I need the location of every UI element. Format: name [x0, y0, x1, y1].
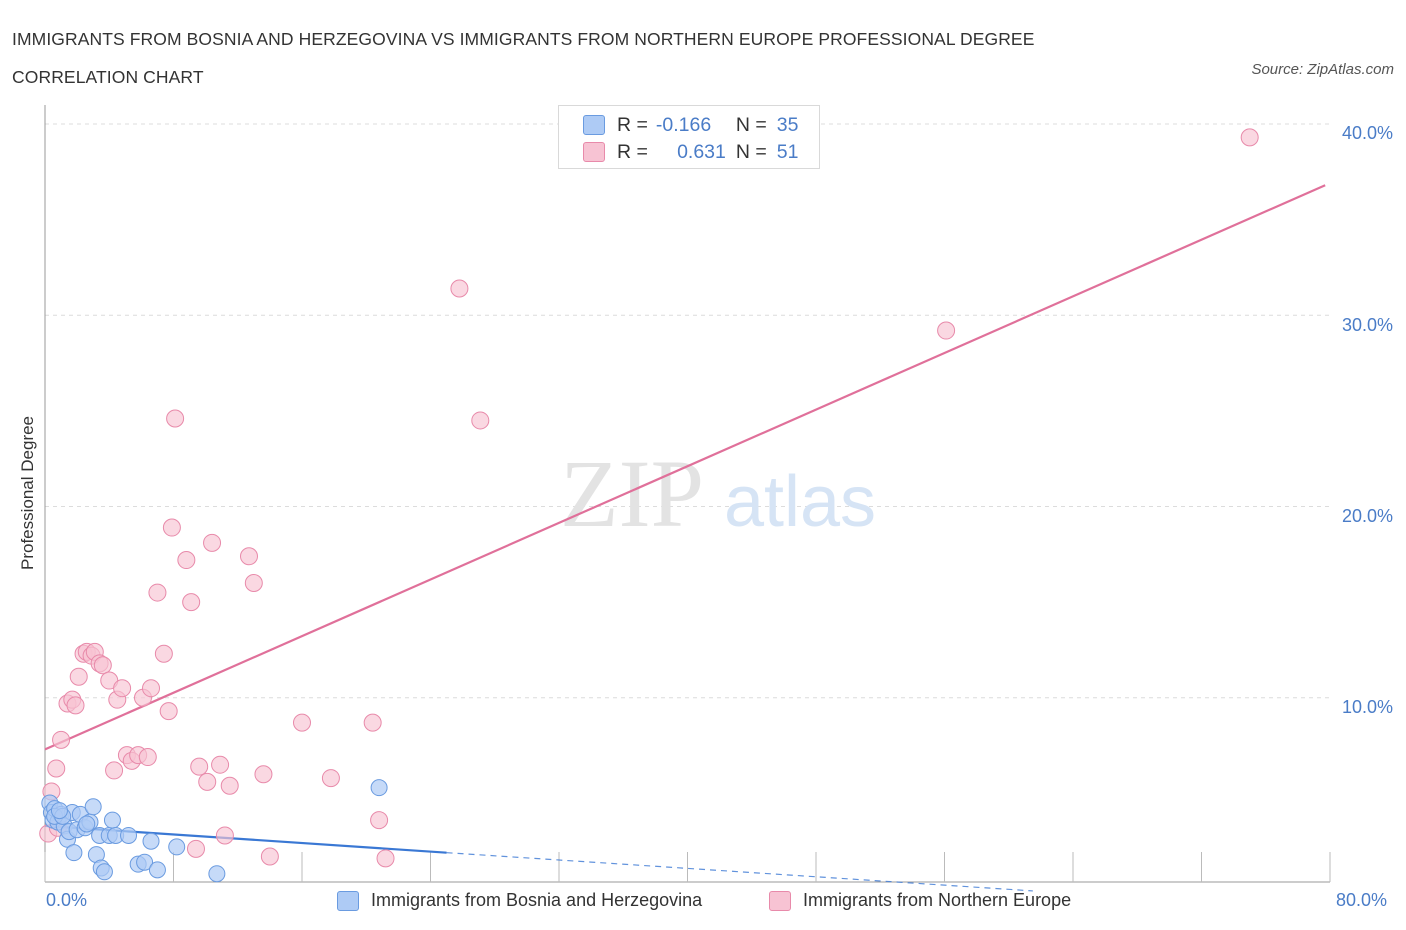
gridlines [45, 123, 1330, 699]
data-point-northern-europe [220, 776, 239, 795]
data-point-bosnia [142, 832, 160, 850]
data-point-northern-europe [142, 679, 161, 698]
data-point-northern-europe [148, 583, 167, 602]
watermark-zip: ZIP [560, 440, 704, 547]
data-point-northern-europe [166, 409, 185, 428]
data-point-bosnia [65, 844, 83, 862]
data-point-northern-europe [215, 826, 234, 845]
y-tick-label-10: 10.0% [1341, 697, 1393, 717]
data-point-northern-europe [69, 667, 88, 686]
trend-line-northern-europe [44, 184, 1326, 751]
data-point-bosnia [84, 798, 102, 816]
data-point-northern-europe [47, 759, 66, 778]
bottom-legend-swatch-pink [769, 890, 791, 911]
data-point-bosnia [208, 865, 226, 883]
legend-row-northern-europe: R = 0.631 N = 51 [583, 140, 798, 164]
data-point-northern-europe [370, 811, 389, 830]
data-point-bosnia [370, 779, 388, 797]
legend-r-value: 0.631 [677, 140, 726, 163]
data-point-northern-europe [138, 748, 157, 767]
bottom-legend-label-bosnia: Immigrants from Bosnia and Herzegovina [371, 890, 703, 910]
trend-line-bosnia-extension [446, 852, 1033, 892]
data-point-northern-europe [93, 656, 112, 675]
y-tick-label-30: 30.0% [1341, 315, 1393, 335]
data-point-bosnia [120, 826, 138, 844]
data-point-northern-europe [450, 279, 469, 298]
y-tick-label-20: 20.0% [1341, 506, 1393, 526]
data-point-northern-europe [113, 679, 132, 698]
data-point-bosnia [168, 838, 186, 856]
data-point-northern-europe [198, 772, 217, 791]
data-point-northern-europe [293, 713, 311, 732]
data-point-northern-europe [260, 847, 279, 866]
data-point-northern-europe [105, 761, 124, 780]
data-point-northern-europe [471, 411, 490, 430]
data-point-northern-europe [177, 551, 196, 570]
legend-n-value: 35 [776, 113, 799, 136]
x-tick-label-max: 80.0% [1336, 890, 1388, 910]
bottom-legend-northern-europe: Immigrants from Northern Europe [769, 890, 1071, 911]
y-axis-label: Professional Degree [18, 415, 37, 571]
data-point-northern-europe [937, 321, 956, 340]
legend-r-label: R = [617, 140, 648, 163]
data-point-northern-europe [1240, 128, 1259, 147]
source-label: Source: ZipAtlas.com [1251, 61, 1394, 78]
axes [44, 105, 1331, 883]
legend-n-label: N = [735, 113, 767, 136]
data-point-northern-europe [211, 755, 230, 774]
data-point-northern-europe [159, 702, 178, 721]
data-point-bosnia [78, 815, 96, 833]
data-point-northern-europe [162, 518, 181, 537]
legend-n-label: N = [735, 140, 767, 163]
data-point-northern-europe [186, 839, 205, 858]
data-point-northern-europe [363, 713, 382, 732]
watermark: ZIP atlas [560, 440, 876, 547]
data-point-northern-europe [66, 696, 85, 715]
y-tick-label-40: 40.0% [1341, 123, 1393, 143]
legend-r-value: -0.166 [655, 113, 712, 136]
correlation-legend: R = -0.166 N = 35 R = 0.631 N = 51 [558, 105, 820, 169]
data-point-northern-europe [244, 574, 263, 592]
bottom-legend-swatch-blue [337, 890, 359, 911]
data-point-bosnia [50, 802, 68, 820]
chart-title: IMMIGRANTS FROM BOSNIA AND HERZEGOVINA V… [12, 29, 1035, 87]
series-northern-europe [39, 128, 1259, 868]
data-point-northern-europe [190, 757, 209, 776]
bottom-legend-label-northern-europe: Immigrants from Northern Europe [803, 890, 1072, 910]
data-point-northern-europe [376, 849, 395, 868]
data-point-bosnia [136, 853, 154, 871]
data-point-northern-europe [52, 730, 71, 749]
data-point-northern-europe [203, 533, 222, 552]
data-point-northern-europe [154, 644, 173, 663]
data-point-northern-europe [254, 765, 273, 784]
bottom-legend-bosnia: Immigrants from Bosnia and Herzegovina [337, 890, 702, 911]
legend-row-bosnia: R = -0.166 N = 35 [583, 113, 798, 137]
data-point-northern-europe [239, 547, 258, 566]
watermark-atlas: atlas [724, 462, 876, 542]
legend-swatch-blue [583, 115, 605, 135]
x-tick-label-min: 0.0% [46, 890, 88, 910]
legend-n-value: 51 [776, 140, 799, 163]
legend-swatch-pink [583, 142, 605, 162]
series-bosnia [41, 779, 388, 883]
data-point-bosnia [103, 811, 121, 829]
data-point-bosnia [95, 863, 113, 881]
data-point-bosnia [148, 861, 166, 879]
data-point-northern-europe [182, 593, 201, 612]
legend-r-label: R = [617, 113, 648, 136]
data-point-northern-europe [321, 769, 340, 788]
